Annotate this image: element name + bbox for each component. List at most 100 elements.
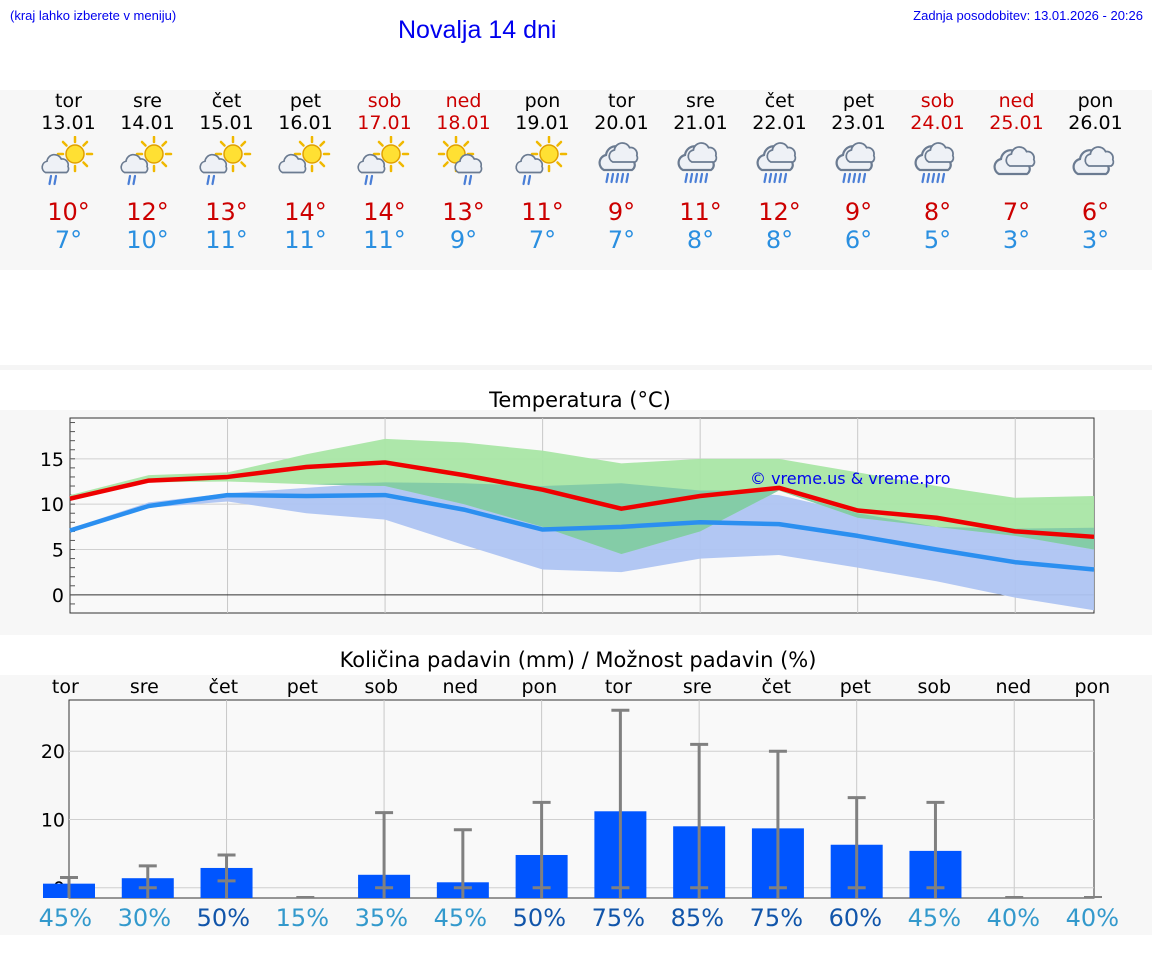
day-column: ned 18.01 13° 9° [424, 90, 503, 270]
sun-cloud-rain-icon [41, 136, 94, 186]
temp-min: 5° [923, 226, 952, 254]
temp-max: 12° [758, 198, 801, 226]
day-label: sre [683, 676, 712, 698]
temp-max: 7° [1002, 198, 1031, 226]
temp-min: 3° [1081, 226, 1110, 254]
day-label: pon [521, 676, 557, 698]
temp-min: 7° [607, 226, 636, 254]
max-temp-line [69, 460, 1095, 540]
min-range-band [70, 482, 1094, 611]
y-tick-label: 0 [52, 585, 64, 607]
temp-min: 7° [528, 226, 557, 254]
cloud-heavy-rain-icon [756, 142, 797, 184]
day-column: pet 23.01 9° 6° [819, 90, 898, 270]
day-column: ned 25.01 7° 3° [977, 90, 1056, 270]
day-label: pet [287, 676, 318, 698]
day-label: ned [442, 676, 478, 698]
temp-max: 14° [363, 198, 406, 226]
sun-cloud-rain-icon [515, 136, 568, 186]
day-name: tor [55, 90, 82, 112]
day-label: pet [840, 676, 871, 698]
day-name: sob [367, 90, 402, 112]
precip-probability: 75% [750, 904, 803, 932]
temp-max: 12° [126, 198, 169, 226]
temp-min: 10° [126, 226, 169, 254]
day-name: čet [211, 90, 242, 112]
day-label: sob [918, 676, 952, 698]
temp-min: 7° [54, 226, 83, 254]
rain-chart-title: Količina padavin (mm) / Možnost padavin … [340, 648, 817, 672]
temp-min: 8° [686, 226, 715, 254]
day-column: pon 26.01 6° 3° [1056, 90, 1135, 270]
temp-min: 9° [449, 226, 478, 254]
precip-probability: 60% [829, 904, 882, 932]
temp-chart-title: Temperatura (°C) [488, 388, 671, 412]
day-date: 20.01 [594, 112, 649, 134]
day-date: 15.01 [199, 112, 254, 134]
temp-max: 10° [47, 198, 90, 226]
day-label: čet [762, 676, 792, 698]
day-label: čet [209, 676, 239, 698]
day-column: pon 19.01 11° 7° [503, 90, 582, 270]
temp-max: 9° [607, 198, 636, 226]
y-tick-label: 10 [40, 494, 64, 516]
day-date: 22.01 [752, 112, 807, 134]
precip-probability: 50% [197, 904, 250, 932]
day-label: sre [130, 676, 159, 698]
day-date: 24.01 [910, 112, 965, 134]
day-column: čet 22.01 12° 8° [740, 90, 819, 270]
day-column: sob 24.01 8° 5° [898, 90, 977, 270]
temp-max: 11° [679, 198, 722, 226]
y-tick-label: 10 [41, 809, 65, 831]
temp-max: 9° [844, 198, 873, 226]
day-name: pet [842, 90, 875, 112]
precip-probability: 75% [592, 904, 645, 932]
precip-probability: 45% [434, 904, 487, 932]
temp-max: 11° [521, 198, 564, 226]
cloud-heavy-rain-icon [914, 142, 955, 184]
temp-max: 8° [923, 198, 952, 226]
precip-probability: 40% [987, 904, 1040, 932]
sun-cloud-rain-icon [199, 136, 252, 186]
cloud-icon [1072, 146, 1115, 176]
day-name: sob [920, 90, 955, 112]
temp-max: 6° [1081, 198, 1110, 226]
day-column: čet 15.01 13° 11° [187, 90, 266, 270]
cloud-heavy-rain-icon [598, 142, 639, 184]
temp-min: 8° [765, 226, 794, 254]
precip-probability: 45% [39, 904, 92, 932]
cloud-icon [993, 146, 1036, 176]
day-column: tor 20.01 9° 7° [582, 90, 661, 270]
day-column: tor 13.01 10° 7° [29, 90, 108, 270]
page-title: Novalja 14 dni [398, 16, 557, 44]
day-name: sre [133, 90, 162, 112]
day-column: sre 21.01 11° 8° [661, 90, 740, 270]
day-date: 25.01 [989, 112, 1044, 134]
day-date: 14.01 [120, 112, 175, 134]
precip-probability: 35% [355, 904, 408, 932]
precip-probability: 85% [671, 904, 724, 932]
day-label: tor [605, 676, 632, 698]
day-date: 19.01 [515, 112, 570, 134]
day-name: pet [289, 90, 322, 112]
day-column: sre 14.01 12° 10° [108, 90, 187, 270]
precip-probability: 45% [908, 904, 961, 932]
temp-min: 11° [284, 226, 327, 254]
day-name: pon [524, 90, 561, 112]
day-name: pon [1077, 90, 1114, 112]
location-hint: (kraj lahko izberete v meniju) [10, 8, 177, 23]
day-date: 16.01 [278, 112, 333, 134]
y-tick-label: 20 [41, 741, 65, 763]
day-column: sob 17.01 14° 11° [345, 90, 424, 270]
precipitation-chart: Količina padavin (mm) / Možnost padavin … [0, 648, 1152, 935]
cloud-heavy-rain-icon [835, 142, 876, 184]
temp-max: 14° [284, 198, 327, 226]
day-date: 21.01 [673, 112, 728, 134]
watermark: © vreme.us & vreme.pro [750, 469, 951, 488]
precip-probability: 15% [276, 904, 329, 932]
day-label: ned [995, 676, 1031, 698]
forecast-strip [0, 90, 1152, 270]
y-tick-label: 5 [52, 540, 64, 562]
day-name: ned [998, 90, 1035, 112]
day-date: 13.01 [41, 112, 96, 134]
